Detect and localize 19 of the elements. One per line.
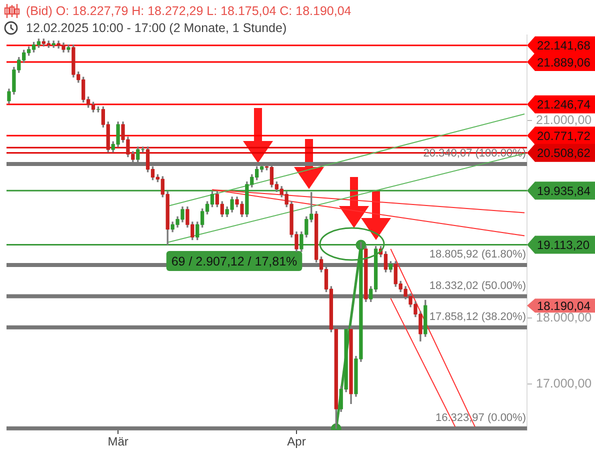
ref-line-label: 21.889,06: [537, 55, 591, 70]
ref-line-label: 20.508,62: [537, 146, 591, 160]
ref-line-label: 17.858,12 (38.20%): [429, 310, 526, 323]
text: 18.190,04: [537, 298, 591, 313]
x-tick-label: Apr: [287, 434, 306, 449]
ref-line-label: 21.246,74: [537, 98, 591, 112]
ref-line-label: 19.935,84: [537, 184, 591, 198]
x-tick-label: Mär: [108, 434, 128, 449]
ref-line-label: 19.113,20: [537, 238, 590, 252]
y-tick-label: 18.000,00: [536, 310, 592, 325]
ref-line-label: 20.771,72: [537, 128, 591, 143]
annotation: 69 / 2.907,12 / 17,81%: [171, 254, 298, 268]
ref-line-label: 22.141,68: [537, 38, 591, 53]
y-tick-label: 21.000,00: [536, 113, 592, 128]
chart-title: (Bid) O: 18.227,79 H: 18.272,29 L: 18.175,04 C: 18.190,04: [26, 4, 352, 18]
ref-line-label: 18.332,02 (50.00%): [429, 280, 526, 292]
y-tick-label: 17.000,00: [536, 376, 592, 390]
chart-subtitle: 12.02.2025 10:00 - 17:00 (2 Monate, 1 Stunde): [26, 21, 287, 35]
ref-line-label: 18.805,92 (61.80%): [429, 248, 526, 261]
